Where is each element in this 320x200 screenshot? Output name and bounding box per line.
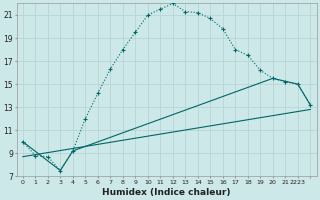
X-axis label: Humidex (Indice chaleur): Humidex (Indice chaleur) — [102, 188, 231, 197]
